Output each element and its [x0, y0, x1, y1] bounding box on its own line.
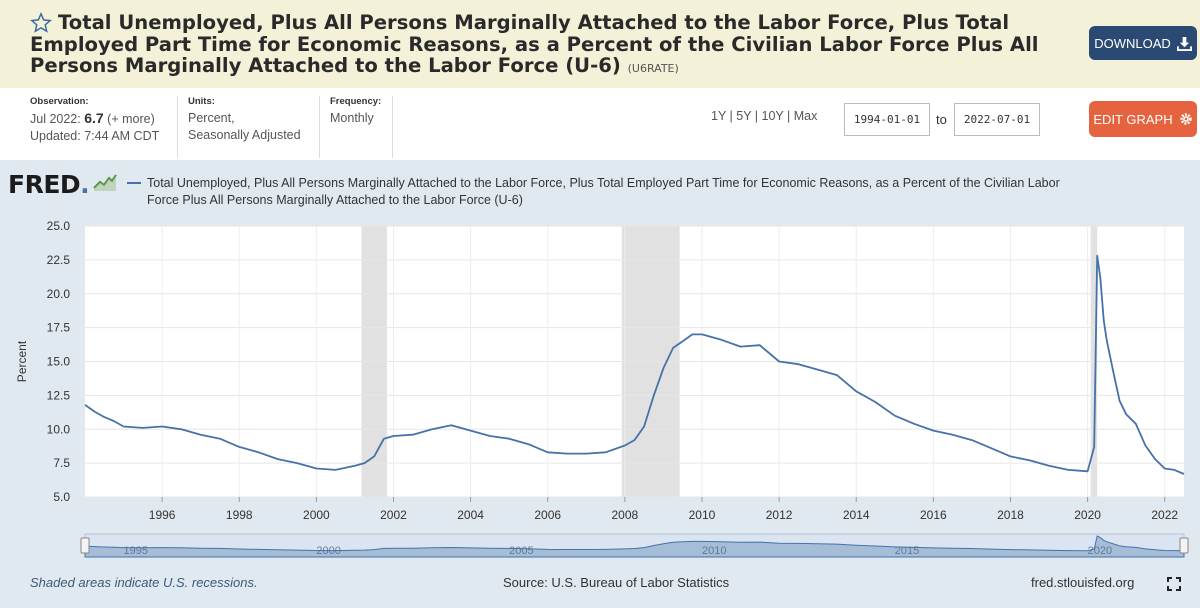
observation-value: 6.7: [84, 110, 104, 126]
x-tick-label: 1998: [226, 508, 253, 522]
y-tick-label: 15.0: [47, 355, 71, 369]
y-tick-label: 20.0: [47, 287, 71, 301]
legend-text: Total Unemployed, Plus All Persons Margi…: [147, 176, 1060, 207]
edit-graph-button[interactable]: EDIT GRAPH: [1089, 101, 1197, 137]
y-axis-label: Percent: [15, 340, 29, 382]
navigator-label: 2010: [702, 545, 726, 557]
fred-logo-text: FRED: [8, 170, 81, 199]
updated-time: Updated: 7:44 AM CDT: [30, 129, 160, 143]
units-line1: Percent,: [188, 111, 235, 125]
x-tick-label: 2022: [1151, 508, 1178, 522]
x-tick-label: 2010: [689, 508, 716, 522]
x-tick-label: 2012: [766, 508, 793, 522]
x-tick-label: 2014: [843, 508, 870, 522]
recession-note: Shaded areas indicate U.S. recessions.: [30, 575, 258, 590]
source-text: Source: U.S. Bureau of Labor Statistics: [503, 575, 730, 590]
meta-divider: [177, 96, 178, 158]
to-label: to: [936, 112, 947, 127]
x-tick-label: 2020: [1074, 508, 1101, 522]
download-button[interactable]: DOWNLOAD: [1089, 26, 1197, 60]
navigator-label: 2015: [895, 545, 919, 557]
meta-divider: [392, 96, 393, 158]
legend-swatch: [127, 182, 141, 184]
series-id: (U6RATE): [627, 62, 679, 75]
units-label: Units:: [188, 96, 215, 107]
series-line: [84, 254, 1185, 475]
title-text: Total Unemployed, Plus All Persons Margi…: [30, 11, 1039, 77]
edit-graph-label: EDIT GRAPH: [1093, 111, 1173, 127]
x-tick-label: 2000: [303, 508, 330, 522]
fred-url[interactable]: fred.stlouisfed.org: [1031, 575, 1135, 590]
x-tick-label: 2006: [534, 508, 561, 522]
y-tick-label: 12.5: [47, 388, 71, 402]
y-tick-label: 25.0: [47, 219, 71, 233]
header-bar: [0, 0, 1200, 88]
x-tick-label: 2018: [997, 508, 1024, 522]
navigator-series: [84, 535, 1185, 558]
download-icon: [1176, 36, 1192, 51]
observation-more[interactable]: (+ more): [103, 112, 155, 126]
gear-icon: [1179, 113, 1192, 125]
sparkline-icon: [92, 172, 118, 192]
navigator-handle: [80, 537, 90, 554]
units-line2: Seasonally Adjusted: [188, 128, 301, 142]
fred-logo-dot: .: [80, 170, 90, 199]
meta-divider: [319, 96, 320, 158]
y-tick-label: 5.0: [53, 490, 70, 504]
frequency-value: Monthly: [330, 111, 374, 125]
frequency-block: Frequency: Monthly: [330, 96, 390, 158]
navigator-handle: [1179, 537, 1189, 554]
x-tick-label: 1996: [149, 508, 176, 522]
start-date-input[interactable]: 1994-01-01: [844, 103, 930, 136]
x-tick-label: 2016: [920, 508, 947, 522]
y-tick-label: 7.5: [53, 456, 70, 470]
observation-block: Observation: Jul 2022: 6.7 (+ more) Upda…: [30, 96, 175, 158]
x-tick-label: 2002: [380, 508, 407, 522]
units-block: Units: Percent, Seasonally Adjusted: [188, 96, 313, 158]
frequency-label: Frequency:: [330, 96, 382, 107]
observation-date: Jul 2022:: [30, 112, 85, 126]
y-tick-label: 10.0: [47, 422, 71, 436]
y-tick-label: 17.5: [47, 321, 71, 335]
fred-logo: FRED.: [8, 170, 90, 199]
x-tick-label: 2004: [457, 508, 484, 522]
star-icon[interactable]: [30, 12, 52, 34]
end-date-input[interactable]: 2022-07-01: [954, 103, 1040, 136]
x-tick-label: 2008: [612, 508, 639, 522]
navigator-label: 2005: [509, 545, 533, 557]
navigator-label: 2020: [1088, 545, 1112, 557]
download-label: DOWNLOAD: [1094, 35, 1171, 51]
observation-label: Observation:: [30, 96, 89, 107]
y-tick-label: 22.5: [47, 253, 71, 267]
expand-icon[interactable]: [1167, 577, 1181, 591]
line-chart[interactable]: 5.0 7.5 10.0 12.5 15.0 17.5 20.0 22.5 25.0 1996 19…: [0, 160, 1200, 570]
range-links[interactable]: 1Y | 5Y | 10Y | Max: [711, 109, 818, 123]
page-title: Total Unemployed, Plus All Persons Margi…: [30, 12, 1090, 80]
